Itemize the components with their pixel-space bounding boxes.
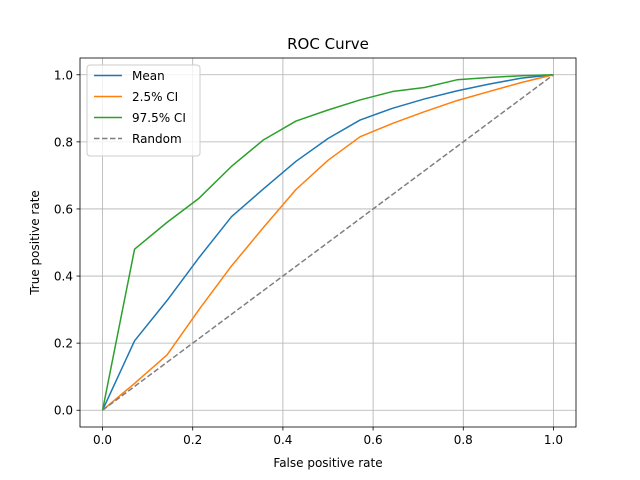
x-tick-label: 0.2 [183, 433, 202, 447]
legend-box [86, 64, 201, 157]
series-line-random [102, 74, 554, 411]
legend-label-97-5-ci: 97.5% CI [132, 111, 186, 125]
legend-label-mean: Mean [132, 69, 165, 83]
series-line-97-5-ci [101, 74, 554, 411]
x-tick-label: 1.0 [544, 433, 563, 447]
y-tick-label: 0.4 [54, 270, 73, 284]
chart-title: ROC Curve [287, 35, 369, 53]
x-tick-label: 0.8 [454, 433, 473, 447]
legend-label-random: Random [132, 132, 182, 146]
y-tick-label: 1.0 [54, 68, 73, 82]
plot-frame [79, 57, 577, 428]
y-tick-label: 0.0 [54, 404, 73, 418]
x-tick-label: 0.6 [364, 433, 383, 447]
x-axis-label: False positive rate [273, 456, 382, 470]
y-tick-label: 0.2 [54, 337, 73, 351]
y-tick-label: 0.6 [54, 202, 73, 216]
series-line-2-5-ci [102, 74, 554, 411]
series-lines [101, 74, 554, 411]
y-tick-label: 0.8 [54, 135, 73, 149]
y-axis-label: True positive rate [28, 190, 42, 296]
axis-ticks: 0.0 0.2 0.4 0.6 0.8 1.0 0.0 0.2 0.4 0.6 0.8 1.0 [54, 68, 563, 447]
grid [80, 58, 576, 427]
x-tick-label: 0.0 [93, 433, 112, 447]
series-line-mean [101, 74, 554, 411]
x-tick-label: 0.4 [273, 433, 292, 447]
legend: Mean 2.5% CI 97.5% CI Random [86, 64, 201, 157]
legend-label-2-5-ci: 2.5% CI [132, 90, 178, 104]
